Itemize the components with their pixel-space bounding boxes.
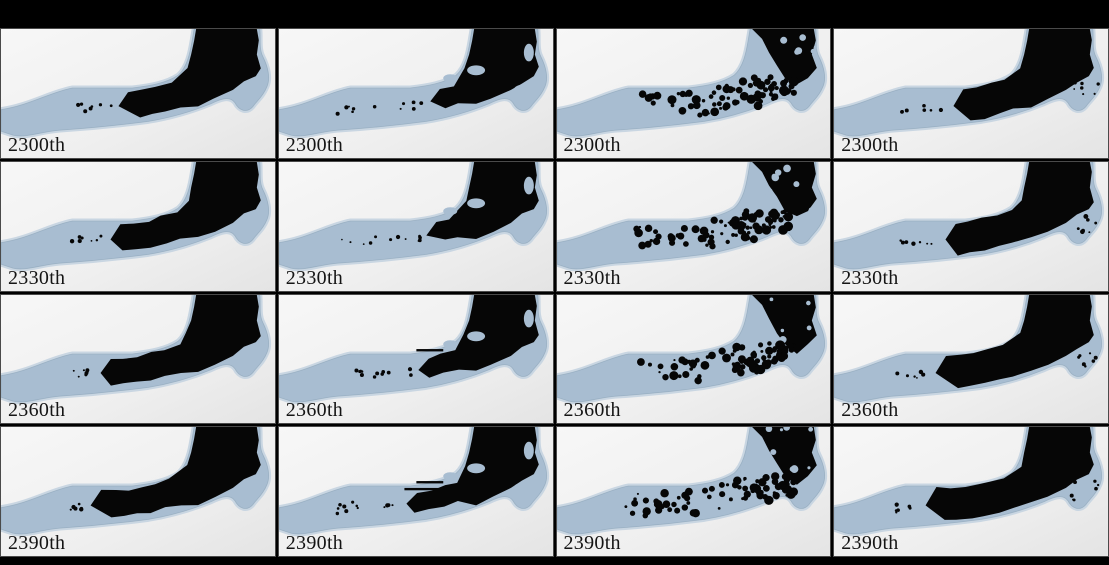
simulation-panel-r4c3: 2390th (555, 426, 832, 557)
panel-timestep-label: 2330th (563, 266, 621, 289)
simulation-panel-r1c3: 2300th (555, 28, 832, 159)
bottom-black-bar (0, 557, 1109, 565)
simulation-panel-r4c4: 2390th (833, 426, 1109, 557)
top-black-bar (0, 0, 1109, 28)
simulation-snapshot (834, 427, 1108, 556)
simulation-snapshot (556, 427, 831, 556)
simulation-snapshot (278, 161, 553, 291)
simulation-snapshot (834, 29, 1108, 158)
simulation-panel-r3c2: 2360th (277, 293, 554, 425)
simulation-snapshot (1, 294, 275, 424)
simulation-panel-r2c4: 2330th (833, 160, 1109, 292)
simulation-panel-r2c2: 2330th (277, 160, 554, 292)
simulation-panel-r1c4: 2300th (833, 28, 1109, 159)
simulation-panel-r3c1: 2360th (0, 293, 276, 425)
simulation-snapshot (834, 161, 1108, 291)
simulation-snapshot (1, 427, 275, 556)
panel-timestep-label: 2330th (8, 266, 66, 289)
simulation-panel-r4c1: 2390th (0, 426, 276, 557)
panel-timestep-label: 2360th (841, 399, 899, 422)
panel-timestep-label: 2300th (563, 133, 621, 156)
panel-timestep-label: 2360th (285, 399, 344, 422)
panel-timestep-label: 2300th (285, 133, 344, 156)
simulation-panel-r4c2: 2390th (277, 426, 554, 557)
panel-timestep-label: 2360th (563, 399, 621, 422)
simulation-panel-r2c3: 2330th (555, 160, 832, 292)
simulation-snapshot (1, 161, 275, 291)
panel-timestep-label: 2300th (841, 133, 899, 156)
simulation-panel-r1c2: 2300th (277, 28, 554, 159)
panel-timestep-label: 2300th (8, 133, 66, 156)
simulation-panel-r1c1: 2300th (0, 28, 276, 159)
simulation-panel-r3c3: 2360th (555, 293, 832, 425)
panel-timestep-label: 2330th (841, 266, 899, 289)
simulation-snapshot (1, 29, 275, 158)
simulation-snapshot (556, 29, 831, 158)
panel-timestep-label: 2330th (285, 266, 344, 289)
simulation-snapshot (834, 294, 1108, 424)
simulation-snapshot (556, 294, 831, 424)
simulation-snapshot (278, 294, 553, 424)
snapshot-grid: 2300th 2300th 2300th 2300th 2330th 2330th 2330… (0, 28, 1109, 557)
panel-timestep-label: 2390th (8, 532, 66, 554)
panel-timestep-label: 2390th (285, 532, 344, 554)
simulation-snapshot (556, 161, 831, 291)
panel-timestep-label: 2360th (8, 399, 66, 422)
simulation-snapshot (278, 29, 553, 158)
simulation-panel-r2c1: 2330th (0, 160, 276, 292)
panel-timestep-label: 2390th (841, 532, 899, 554)
panel-timestep-label: 2390th (563, 532, 621, 554)
simulation-panel-r3c4: 2360th (833, 293, 1109, 425)
simulation-snapshot (278, 427, 553, 556)
